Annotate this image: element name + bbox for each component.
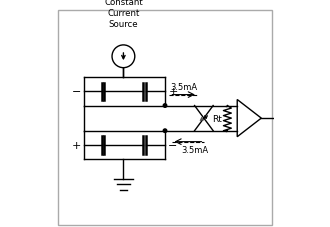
Text: −: − (71, 87, 81, 97)
Text: −: − (168, 140, 178, 150)
Text: +: + (71, 140, 81, 150)
Text: 3.5mA: 3.5mA (181, 145, 208, 154)
Circle shape (163, 104, 167, 108)
FancyBboxPatch shape (58, 11, 272, 225)
Text: Constant
Current
Source: Constant Current Source (104, 0, 143, 29)
Text: +: + (168, 87, 178, 97)
Text: Rt: Rt (212, 114, 222, 123)
Circle shape (163, 129, 167, 133)
Text: 3.5mA: 3.5mA (170, 83, 197, 92)
